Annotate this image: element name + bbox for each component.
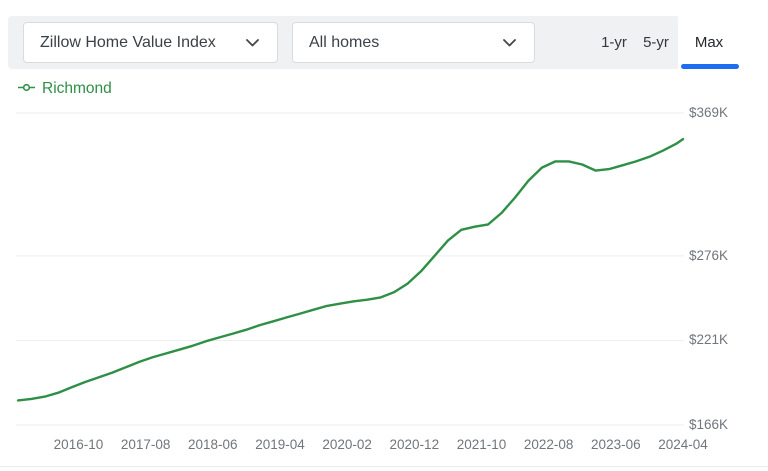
- range-max-label: Max: [694, 34, 724, 51]
- active-tab-underline: [681, 64, 739, 69]
- y-tick-label: $166K: [689, 417, 729, 432]
- legend-line-circle-icon: [18, 80, 35, 98]
- range-max-tab[interactable]: Max: [678, 16, 740, 69]
- gridlines: [16, 112, 684, 426]
- x-tick-label: 2020-12: [389, 437, 440, 452]
- chevron-down-icon: [246, 34, 259, 52]
- x-tick-label: 2017-08: [120, 437, 171, 452]
- home-type-select[interactable]: All homes: [292, 22, 535, 63]
- bottom-divider: [0, 466, 768, 467]
- y-tick-label: $276K: [689, 247, 729, 263]
- x-tick-label: 2024-04: [658, 437, 708, 452]
- range-5yr-button[interactable]: 5-yr: [628, 16, 684, 69]
- x-tick-label: 2023-06: [591, 437, 641, 452]
- chevron-down-icon: [503, 34, 516, 52]
- x-tick-label: 2018-06: [188, 437, 238, 452]
- x-tick-label: 2021-10: [456, 437, 507, 452]
- x-tick-label: 2020-02: [322, 437, 372, 452]
- metric-select[interactable]: Zillow Home Value Index: [23, 22, 278, 63]
- home-type-select-value: All homes: [309, 33, 380, 51]
- richmond-line: [16, 137, 685, 402]
- series-legend: Richmond: [18, 80, 112, 98]
- range-1yr-button[interactable]: 1-yr: [586, 16, 642, 69]
- y-tick-label: $369K: [689, 105, 729, 120]
- x-tick-label: 2016-10: [53, 437, 104, 452]
- chart-controls-bar: Zillow Home Value Index All homes 1-yr 5…: [8, 16, 680, 69]
- x-tick-label: 2022-08: [523, 437, 574, 452]
- metric-select-value: Zillow Home Value Index: [40, 33, 216, 51]
- y-tick-label: $221K: [689, 332, 729, 348]
- legend-label: Richmond: [42, 80, 112, 97]
- x-tick-label: 2019-04: [255, 437, 305, 452]
